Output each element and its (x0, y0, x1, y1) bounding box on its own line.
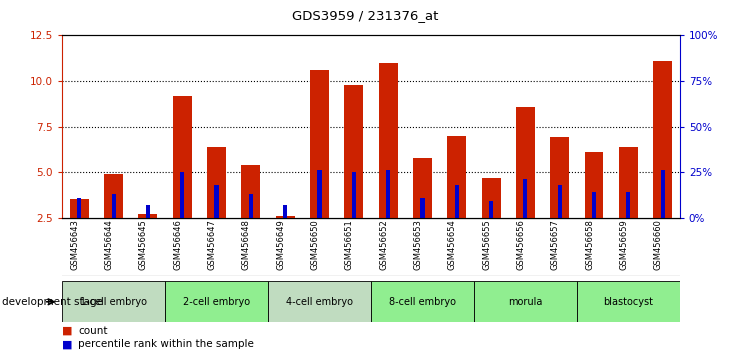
Bar (180, 172, 184, 218)
Text: GSM456644: GSM456644 (105, 219, 113, 270)
Bar (474, 281, 577, 322)
Bar (516, 107, 535, 218)
Text: blastocyst: blastocyst (603, 297, 654, 307)
Bar (268, 281, 371, 322)
Bar (165, 281, 268, 322)
Text: percentile rank within the sample: percentile rank within the sample (78, 339, 254, 349)
Bar (207, 147, 226, 218)
Bar (112, 194, 115, 218)
Bar (413, 158, 432, 218)
Bar (482, 178, 501, 218)
Text: GSM456655: GSM456655 (482, 219, 491, 270)
Text: 1-cell embryo: 1-cell embryo (80, 297, 147, 307)
Bar (420, 198, 425, 218)
Text: count: count (78, 326, 107, 336)
Text: GSM456650: GSM456650 (311, 219, 319, 270)
Text: GSM456649: GSM456649 (276, 219, 285, 270)
Bar (138, 214, 157, 218)
Bar (558, 185, 562, 218)
Text: GSM456643: GSM456643 (70, 219, 79, 270)
Bar (550, 137, 569, 218)
Bar (619, 147, 637, 218)
Text: GSM456659: GSM456659 (619, 219, 629, 270)
Bar (661, 170, 664, 218)
Text: GSM456658: GSM456658 (585, 219, 594, 270)
Text: 2-cell embryo: 2-cell embryo (183, 297, 250, 307)
Bar (241, 165, 260, 218)
Bar (283, 205, 287, 218)
Text: GSM456645: GSM456645 (139, 219, 148, 270)
Bar (249, 194, 253, 218)
Bar (344, 85, 363, 218)
Bar (310, 70, 329, 218)
Bar (371, 281, 474, 322)
Text: GDS3959 / 231376_at: GDS3959 / 231376_at (292, 9, 439, 22)
Text: GSM456651: GSM456651 (345, 219, 354, 270)
Bar (352, 172, 356, 218)
Text: 8-cell embryo: 8-cell embryo (389, 297, 456, 307)
Bar (447, 136, 466, 218)
Bar (214, 185, 219, 218)
Text: GSM456652: GSM456652 (379, 219, 388, 270)
Text: GSM456647: GSM456647 (208, 219, 216, 270)
Text: 4-cell embryo: 4-cell embryo (286, 297, 353, 307)
Bar (523, 179, 528, 218)
Bar (386, 170, 390, 218)
Text: GSM456648: GSM456648 (242, 219, 251, 270)
Bar (276, 216, 295, 218)
Bar (62, 281, 165, 322)
Text: GSM456653: GSM456653 (414, 219, 423, 270)
Bar (317, 170, 322, 218)
Text: ■: ■ (62, 339, 72, 349)
Bar (105, 174, 123, 218)
Text: development stage: development stage (2, 297, 103, 307)
Bar (146, 205, 150, 218)
Text: GSM456654: GSM456654 (448, 219, 457, 270)
Text: GSM456657: GSM456657 (550, 219, 560, 270)
Bar (70, 200, 88, 218)
Bar (379, 63, 398, 218)
Bar (577, 281, 680, 322)
Text: GSM456656: GSM456656 (516, 219, 526, 270)
Bar (654, 61, 672, 218)
Bar (585, 152, 604, 218)
Bar (455, 185, 459, 218)
Bar (626, 192, 630, 218)
Text: morula: morula (508, 297, 542, 307)
Text: GSM456646: GSM456646 (173, 219, 182, 270)
Text: GSM456660: GSM456660 (654, 219, 663, 270)
Text: ■: ■ (62, 326, 72, 336)
Bar (592, 192, 596, 218)
Bar (173, 96, 192, 218)
Bar (77, 198, 81, 218)
Bar (489, 201, 493, 218)
